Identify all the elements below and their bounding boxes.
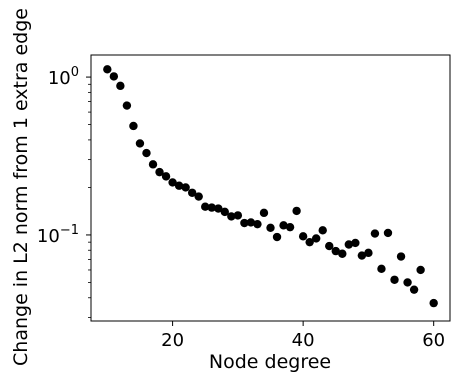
data-point — [103, 65, 112, 74]
data-point — [429, 298, 438, 308]
x-tick-label: 60 — [422, 330, 445, 351]
data-point — [109, 72, 119, 81]
data-point — [357, 251, 367, 260]
data-point — [161, 172, 171, 181]
data-point — [338, 249, 347, 258]
data-point — [311, 234, 321, 243]
data-point — [155, 167, 164, 177]
data-point — [351, 238, 360, 248]
data-point — [207, 203, 216, 212]
data-point — [168, 178, 177, 187]
x-tick-label: 40 — [292, 330, 315, 351]
data-point — [305, 237, 314, 247]
data-point — [220, 207, 230, 217]
data-point — [377, 264, 386, 274]
x-tick-label: 20 — [161, 330, 184, 351]
y-tick-label: 10−1 — [37, 223, 79, 247]
data-point — [266, 223, 275, 232]
data-point — [174, 181, 184, 190]
data-point — [344, 240, 354, 249]
data-point — [148, 160, 158, 169]
data-point — [318, 226, 327, 235]
data-point — [227, 212, 236, 221]
data-point — [396, 252, 406, 261]
data-points — [103, 65, 438, 308]
data-point — [201, 202, 210, 211]
plot-area — [90, 54, 451, 322]
data-point — [142, 148, 151, 158]
data-point — [279, 221, 288, 230]
data-point — [259, 208, 269, 218]
data-point — [181, 183, 190, 192]
data-point — [292, 206, 301, 216]
data-point — [194, 192, 203, 201]
data-point — [253, 219, 262, 229]
data-point — [390, 275, 399, 284]
data-point — [246, 218, 256, 227]
data-point — [403, 278, 412, 287]
y-tick-base: 10 — [48, 68, 71, 89]
y-axis-label: Change in L2 norm from 1 extra edge — [10, 8, 32, 366]
data-point — [325, 241, 334, 251]
data-point — [370, 229, 380, 238]
data-point — [416, 265, 425, 275]
data-point — [122, 101, 132, 110]
data-point — [129, 121, 138, 131]
y-tick-exponent: −1 — [60, 223, 79, 238]
data-point — [364, 248, 373, 258]
data-point — [409, 285, 419, 294]
data-point — [383, 228, 393, 238]
y-tick-exponent: 0 — [71, 65, 79, 80]
data-point — [272, 232, 282, 242]
data-point — [214, 204, 223, 213]
y-tick-label: 100 — [48, 65, 79, 89]
data-point — [240, 218, 249, 228]
data-point — [116, 81, 125, 91]
y-tick-base: 10 — [37, 226, 60, 247]
data-point — [135, 139, 145, 148]
x-axis-ticks: 20 40 60 — [161, 321, 445, 351]
data-point — [331, 246, 340, 256]
data-point — [187, 188, 197, 197]
data-point — [298, 232, 308, 241]
data-point — [233, 211, 243, 220]
data-point — [285, 222, 295, 232]
x-axis-label: Node degree — [209, 351, 331, 373]
